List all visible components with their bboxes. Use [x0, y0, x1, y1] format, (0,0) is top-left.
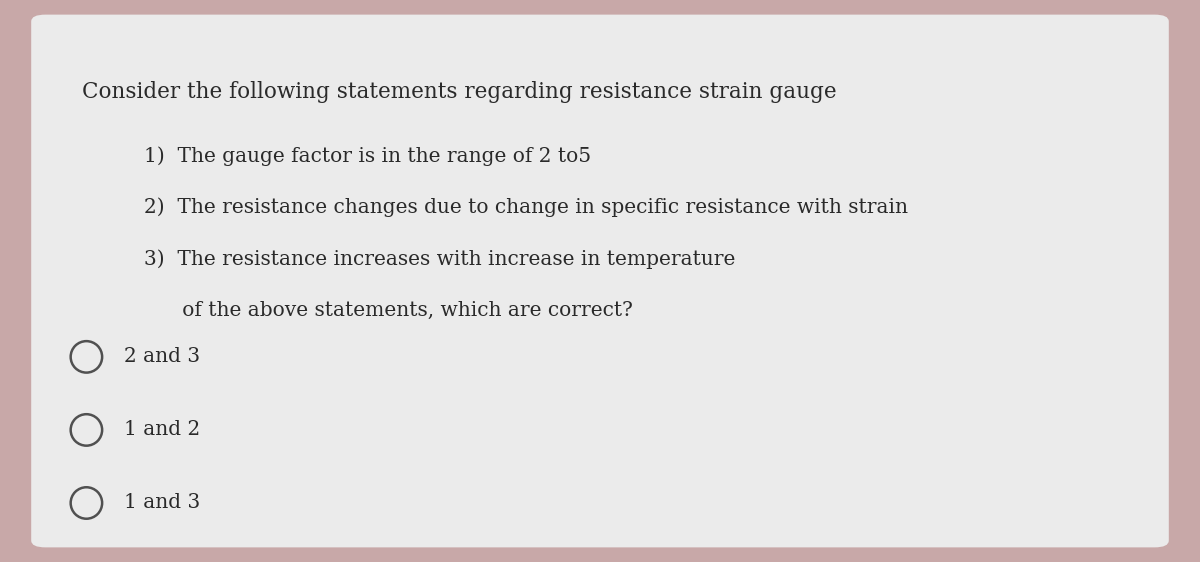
- Text: Consider the following statements regarding resistance strain gauge: Consider the following statements regard…: [82, 81, 836, 103]
- Text: of the above statements, which are correct?: of the above statements, which are corre…: [144, 301, 632, 320]
- Text: 1)  The gauge factor is in the range of 2 to5: 1) The gauge factor is in the range of 2…: [144, 146, 592, 166]
- Text: 1 and 2: 1 and 2: [124, 420, 200, 439]
- Text: 3)  The resistance increases with increase in temperature: 3) The resistance increases with increas…: [144, 250, 736, 269]
- Text: 2 and 3: 2 and 3: [124, 347, 200, 366]
- Text: 2)  The resistance changes due to change in specific resistance with strain: 2) The resistance changes due to change …: [144, 198, 908, 217]
- Text: 1 and 3: 1 and 3: [124, 493, 200, 513]
